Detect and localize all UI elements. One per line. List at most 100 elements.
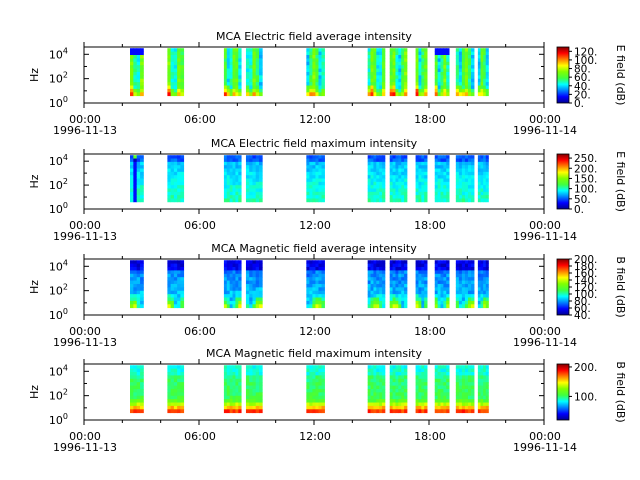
heatmap-cell xyxy=(392,181,396,186)
heatmap-cell xyxy=(461,365,466,370)
heatmap-cell xyxy=(258,378,263,383)
heatmap-cell xyxy=(434,270,439,275)
heatmap-cell xyxy=(477,405,481,410)
heatmap-cell xyxy=(446,395,450,400)
heatmap-cell xyxy=(318,71,322,76)
heatmap-cell xyxy=(418,51,422,56)
heatmap-cell xyxy=(136,198,141,203)
heatmap-cell xyxy=(133,71,138,76)
heatmap-cell xyxy=(382,51,386,56)
heatmap-cell xyxy=(395,395,399,400)
heatmap-cell xyxy=(418,372,422,376)
heatmap-cell xyxy=(232,375,236,380)
heatmap-cell xyxy=(421,300,425,305)
heatmap-cell xyxy=(382,365,386,370)
heatmap-cell xyxy=(321,267,325,271)
heatmap-cell xyxy=(180,155,185,159)
heatmap-cell xyxy=(477,48,481,53)
heatmap-cell xyxy=(140,267,144,271)
heatmap-cell xyxy=(170,375,175,380)
heatmap-cell xyxy=(483,402,487,407)
heatmap-cell xyxy=(238,290,242,295)
heatmap-cell xyxy=(370,260,374,265)
heatmap-cell xyxy=(177,297,181,302)
heatmap-cell xyxy=(392,195,396,199)
heatmap-cell xyxy=(467,161,472,166)
heatmap-cell xyxy=(392,198,396,203)
heatmap-cell xyxy=(421,273,425,278)
heatmap-cell xyxy=(312,368,316,373)
y-tick-exponent: 2 xyxy=(63,71,68,80)
heatmap-cell xyxy=(440,267,444,271)
heatmap-cell xyxy=(133,294,138,298)
heatmap-cell xyxy=(401,392,405,397)
heatmap-cell xyxy=(306,175,310,179)
heatmap-cell xyxy=(464,48,469,53)
heatmap-cell xyxy=(382,82,386,86)
heatmap-cell xyxy=(367,171,371,176)
heatmap-cell xyxy=(455,165,460,169)
heatmap-cell xyxy=(238,168,242,173)
heatmap-cell xyxy=(483,405,487,410)
heatmap-cell xyxy=(382,78,386,83)
heatmap-cell xyxy=(446,270,450,275)
heatmap-cell xyxy=(382,191,386,196)
heatmap-cell xyxy=(136,304,141,309)
heatmap-cell xyxy=(173,68,178,73)
heatmap-cell xyxy=(370,178,374,183)
heatmap-cell xyxy=(485,273,489,278)
heatmap-cell xyxy=(177,277,181,281)
heatmap-cell xyxy=(434,290,439,295)
heatmap-cell xyxy=(312,300,316,305)
heatmap-cell xyxy=(370,48,374,53)
heatmap-cell xyxy=(249,280,253,285)
heatmap-cell xyxy=(173,263,178,268)
heatmap-cell xyxy=(173,378,178,383)
heatmap-cell xyxy=(418,185,422,189)
heatmap-cell xyxy=(232,260,236,265)
heatmap-cell xyxy=(370,158,374,163)
heatmap-cell xyxy=(370,273,374,278)
heatmap-cell xyxy=(437,375,441,380)
heatmap-cell xyxy=(229,61,233,66)
y-tick-exponent: 4 xyxy=(63,46,68,55)
heatmap-cell xyxy=(446,365,450,370)
heatmap-cell xyxy=(170,409,175,414)
heatmap-cell xyxy=(458,267,463,271)
heatmap-cell xyxy=(434,395,439,400)
heatmap-cell xyxy=(177,158,181,163)
heatmap-cell xyxy=(133,161,138,166)
heatmap-cell xyxy=(483,48,487,53)
heatmap-cell xyxy=(480,168,484,173)
heatmap-cell xyxy=(321,297,325,302)
heatmap-cell xyxy=(370,175,374,179)
heatmap-cell xyxy=(136,188,141,193)
heatmap-cell xyxy=(404,372,408,376)
heatmap-cell xyxy=(318,297,322,302)
heatmap-cell xyxy=(177,382,181,386)
heatmap-cell xyxy=(245,382,250,386)
heatmap-cell xyxy=(170,78,175,83)
heatmap-cell xyxy=(446,260,450,265)
heatmap-cell xyxy=(483,161,487,166)
heatmap-cell xyxy=(471,399,475,403)
heatmap-cell xyxy=(245,78,250,83)
heatmap-cell xyxy=(258,58,263,63)
heatmap-cell xyxy=(461,372,466,376)
heatmap-cell xyxy=(480,65,484,69)
y-tick-base: 10 xyxy=(49,309,63,322)
heatmap-cell xyxy=(367,48,371,53)
heatmap-cell xyxy=(395,290,399,295)
heatmap-cell xyxy=(367,161,371,166)
heatmap-cell xyxy=(235,405,239,410)
heatmap-cell xyxy=(392,280,396,285)
heatmap-cell xyxy=(258,304,263,309)
heatmap-cell xyxy=(389,55,393,59)
heatmap-cell xyxy=(318,92,322,97)
heatmap-cell xyxy=(440,61,444,66)
heatmap-cell xyxy=(252,294,257,298)
heatmap-cell xyxy=(177,155,181,159)
heatmap-cell xyxy=(229,277,233,281)
heatmap-cell xyxy=(167,368,172,373)
heatmap-cell xyxy=(471,155,475,159)
